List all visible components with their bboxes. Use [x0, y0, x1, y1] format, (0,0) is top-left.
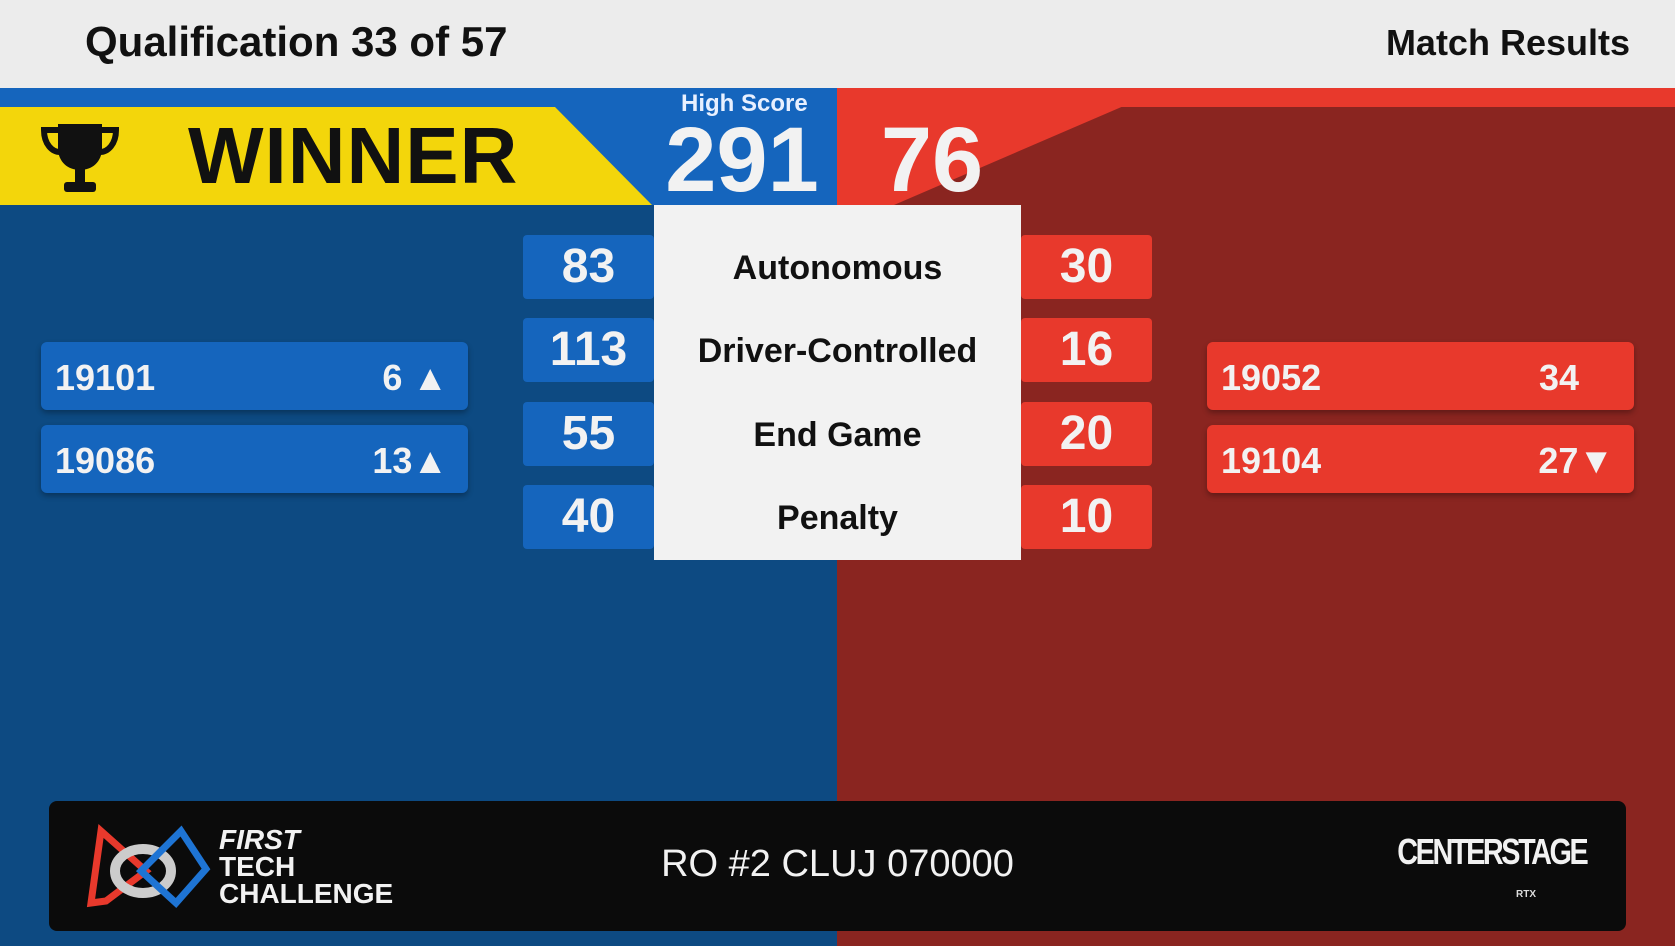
- breakdown-label: Penalty: [777, 499, 898, 537]
- team-number: 19052: [1221, 357, 1322, 398]
- ftc-first: FIRST: [219, 824, 300, 855]
- breakdown-label: Autonomous: [732, 249, 943, 287]
- event-name: RO #2 CLUJ 070000: [661, 843, 1014, 885]
- blue-team-row: 19086 13▲: [41, 425, 468, 493]
- team-rank: 6 ▲: [382, 357, 448, 398]
- match-results-label: Match Results: [1385, 22, 1630, 63]
- score-breakdown: Autonomous Driver-Controlled End Game Pe…: [654, 205, 1021, 560]
- footer-bar: FIRST TECH CHALLENGE RO #2 CLUJ 070000 C…: [49, 801, 1626, 931]
- centerstage-logo: CENTERSTAGE: [1396, 831, 1588, 872]
- winner-banner: [0, 107, 652, 205]
- breakdown-label: End Game: [753, 416, 922, 454]
- blue-team-row: 19101 6 ▲: [41, 342, 468, 410]
- winner-label: WINNER: [188, 111, 519, 200]
- trophy-icon: [40, 124, 120, 192]
- breakdown-label: Driver-Controlled: [697, 332, 978, 370]
- team-number: 19086: [55, 440, 156, 481]
- high-score-label: High Score: [681, 90, 808, 117]
- match-title: Qualification 33 of 57: [85, 18, 508, 65]
- red-autonomous-score: 30: [1021, 235, 1152, 299]
- team-rank: 27▼: [1538, 440, 1614, 481]
- team-rank: 34: [1538, 357, 1579, 398]
- red-team-row: 19052 34: [1207, 342, 1634, 410]
- red-endgame-score: 20: [1021, 402, 1152, 466]
- red-driver-score: 16: [1021, 318, 1152, 382]
- team-number: 19104: [1221, 440, 1322, 481]
- team-rank: 13▲: [372, 440, 448, 481]
- blue-total-score: 291: [665, 109, 819, 211]
- ftc-logo-text: FIRST TECH CHALLENGE: [219, 824, 394, 909]
- red-total-score: 76: [880, 109, 984, 211]
- blue-autonomous-score: 83: [523, 235, 654, 299]
- rtx-sponsor-logo: RTX: [1516, 889, 1536, 900]
- red-team-row: 19104 27▼: [1207, 425, 1634, 493]
- blue-penalty-score: 40: [523, 485, 654, 549]
- blue-endgame-score: 55: [523, 402, 654, 466]
- blue-driver-score: 113: [523, 318, 654, 382]
- ftc-logo-icon: [86, 824, 211, 908]
- top-bar: [0, 0, 1675, 88]
- team-number: 19101: [55, 357, 156, 398]
- ftc-challenge: CHALLENGE: [219, 878, 394, 909]
- ftc-tech: TECH: [219, 851, 296, 882]
- red-penalty-score: 10: [1021, 485, 1152, 549]
